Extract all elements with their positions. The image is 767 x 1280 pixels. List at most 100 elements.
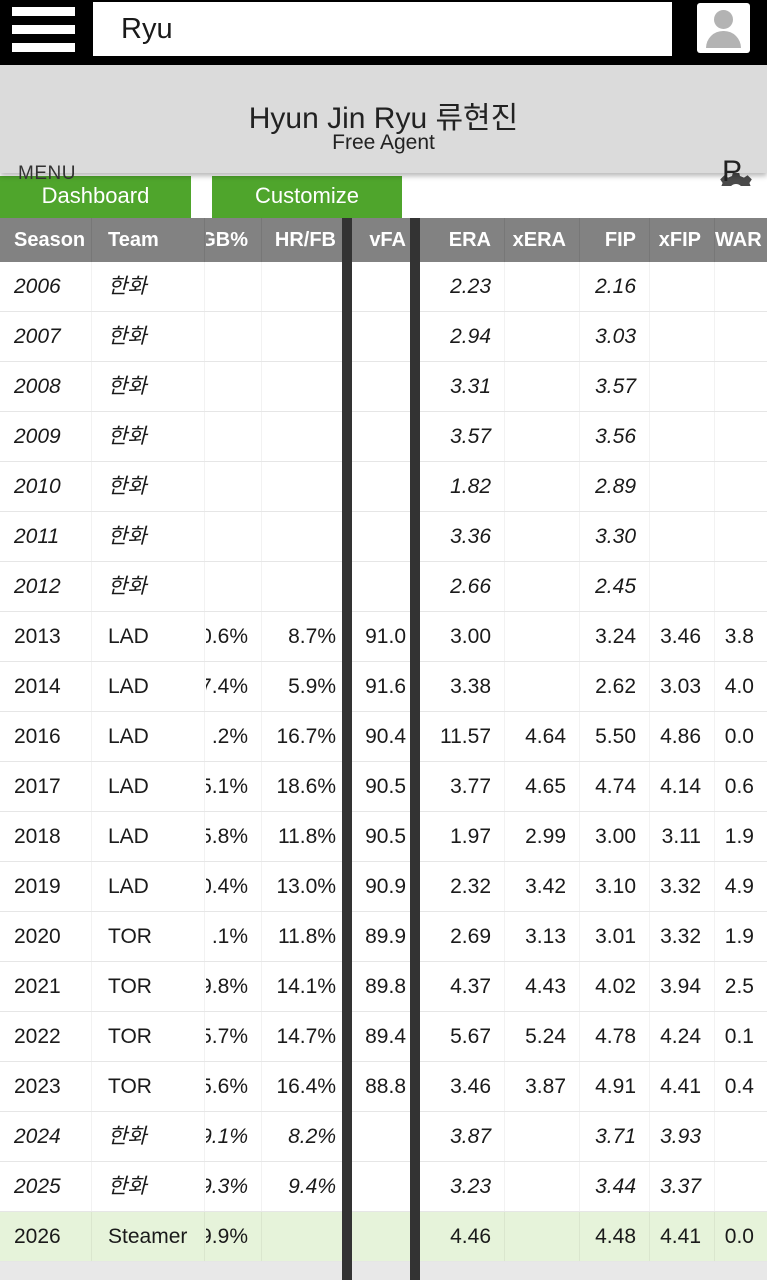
cell-gb: 5.1%	[205, 762, 262, 811]
column-header-xera[interactable]: xERA	[505, 218, 580, 262]
cell-gb	[205, 462, 262, 511]
cell-xfip: 4.24	[650, 1012, 715, 1061]
cell-team: 한화	[92, 512, 205, 561]
cell-xera: 2.99	[505, 812, 580, 861]
cell-xera	[505, 262, 580, 311]
cell-season: 2010	[0, 462, 92, 511]
column-header-gb[interactable]: GB%	[205, 218, 262, 262]
cell-xera	[505, 462, 580, 511]
column-header-team[interactable]: Team	[92, 218, 205, 262]
cell-xfip: 4.41	[650, 1062, 715, 1111]
person-icon[interactable]	[697, 3, 750, 53]
cell-xfip: 3.11	[650, 812, 715, 861]
cell-war	[715, 362, 767, 411]
column-divider-left	[342, 218, 352, 1280]
cell-era: 1.82	[420, 462, 505, 511]
cell-hrfb: 11.8%	[262, 912, 350, 961]
cell-fip: 4.48	[580, 1212, 650, 1261]
cell-team: 한화	[92, 262, 205, 311]
cell-hrfb	[262, 362, 350, 411]
cell-war	[715, 462, 767, 511]
cell-war	[715, 412, 767, 461]
cell-fip: 4.78	[580, 1012, 650, 1061]
cell-fip: 3.00	[580, 812, 650, 861]
table-row: 2012 한화 2.66 2.45	[0, 562, 767, 612]
cell-war: 3.8	[724, 625, 754, 648]
cell-era: 2.23	[420, 262, 505, 311]
cell-gb: .2%	[205, 712, 262, 761]
cell-gb: 5.7%	[205, 1012, 262, 1061]
column-header-fip[interactable]: FIP	[580, 218, 650, 262]
cell-fip: 3.03	[580, 312, 650, 361]
cell-team: 한화	[92, 1162, 205, 1211]
player-status: Free Agent	[332, 131, 435, 154]
cell-hrfb: 11.8%	[262, 812, 350, 861]
cell-hrfb	[262, 562, 350, 611]
cell-war: 0.4	[724, 1075, 754, 1098]
cell-season: 2019	[0, 862, 92, 911]
cell-xera: 4.65	[505, 762, 580, 811]
cell-season: 2026	[0, 1212, 92, 1261]
tab-customize[interactable]: Customize	[212, 176, 402, 218]
column-divider-right	[410, 218, 420, 1280]
cell-era: 4.37	[420, 962, 505, 1011]
table-row: 2010 한화 1.82 2.89	[0, 462, 767, 512]
cell-season: 2024	[0, 1112, 92, 1161]
column-header-hrfb[interactable]: HR/FB	[262, 218, 350, 262]
cell-fip: 2.45	[580, 562, 650, 611]
menu-button[interactable]: MENU	[18, 163, 76, 184]
cell-team: TOR	[92, 962, 205, 1011]
cell-era: 3.57	[420, 412, 505, 461]
cell-fip: 3.57	[580, 362, 650, 411]
cell-era: 3.00	[420, 612, 505, 661]
cell-hrfb: 5.9%	[262, 662, 350, 711]
cell-era: 11.57	[420, 712, 505, 761]
cell-team: TOR	[92, 912, 205, 961]
table-row: 2008 한화 3.31 3.57	[0, 362, 767, 412]
table-row: 2021TOR9.8%14.1%89.84.374.434.023.942.5	[0, 962, 767, 1012]
cell-war: 0.6	[724, 775, 754, 798]
cell-hrfb: 8.2%	[262, 1112, 350, 1161]
table-row: 2006 한화 2.23 2.16	[0, 262, 767, 312]
column-header-era[interactable]: ERA	[420, 218, 505, 262]
page-title: Hyun Jin Ryu 류현진	[248, 102, 519, 135]
column-header-war[interactable]: WAR	[715, 229, 762, 251]
cell-era: 3.31	[420, 362, 505, 411]
cell-gb: 5.6%	[205, 1062, 262, 1111]
cell-gb	[205, 562, 262, 611]
cell-xfip: 3.94	[650, 962, 715, 1011]
cell-hrfb: 8.7%	[262, 612, 350, 661]
cell-era: 4.46	[420, 1212, 505, 1261]
cell-era: 2.69	[420, 912, 505, 961]
table-row: 2025한화9.3%9.4% 3.23 3.443.37	[0, 1162, 767, 1212]
table-row: 2011 한화 3.36 3.30	[0, 512, 767, 562]
search-input[interactable]	[93, 2, 672, 56]
column-header-xfip[interactable]: xFIP	[650, 218, 715, 262]
hamburger-menu-icon[interactable]	[12, 7, 75, 55]
cell-team: 한화	[92, 312, 205, 361]
cell-fip: 2.62	[580, 662, 650, 711]
cell-xfip: 4.14	[650, 762, 715, 811]
cell-season: 2022	[0, 1012, 92, 1061]
cell-era: 2.66	[420, 562, 505, 611]
stats-table: 2006 한화 2.23 2.16 2007 한화 2.94 3.03 2008 한화 3.31 3.…	[0, 262, 767, 1262]
cell-hrfb: 16.7%	[262, 712, 350, 761]
cell-era: 3.38	[420, 662, 505, 711]
cell-season: 2011	[0, 512, 92, 561]
cell-war: 4.9	[724, 875, 754, 898]
column-header-season[interactable]: Season	[0, 218, 92, 262]
position-badge: P	[721, 155, 742, 188]
cell-war	[715, 1112, 767, 1161]
cell-fip: 3.56	[580, 412, 650, 461]
cell-hrfb: 18.6%	[262, 762, 350, 811]
cell-fip: 3.30	[580, 512, 650, 561]
cell-fip: 3.10	[580, 862, 650, 911]
cell-era: 2.32	[420, 862, 505, 911]
cell-gb: 7.4%	[205, 662, 262, 711]
cell-xera	[505, 1112, 580, 1161]
cell-season: 2014	[0, 662, 92, 711]
cell-xera: 3.87	[505, 1062, 580, 1111]
tab-dashboard[interactable]: Dashboard	[0, 176, 191, 218]
gear-icon[interactable]	[716, 170, 756, 186]
cell-hrfb: 14.1%	[262, 962, 350, 1011]
